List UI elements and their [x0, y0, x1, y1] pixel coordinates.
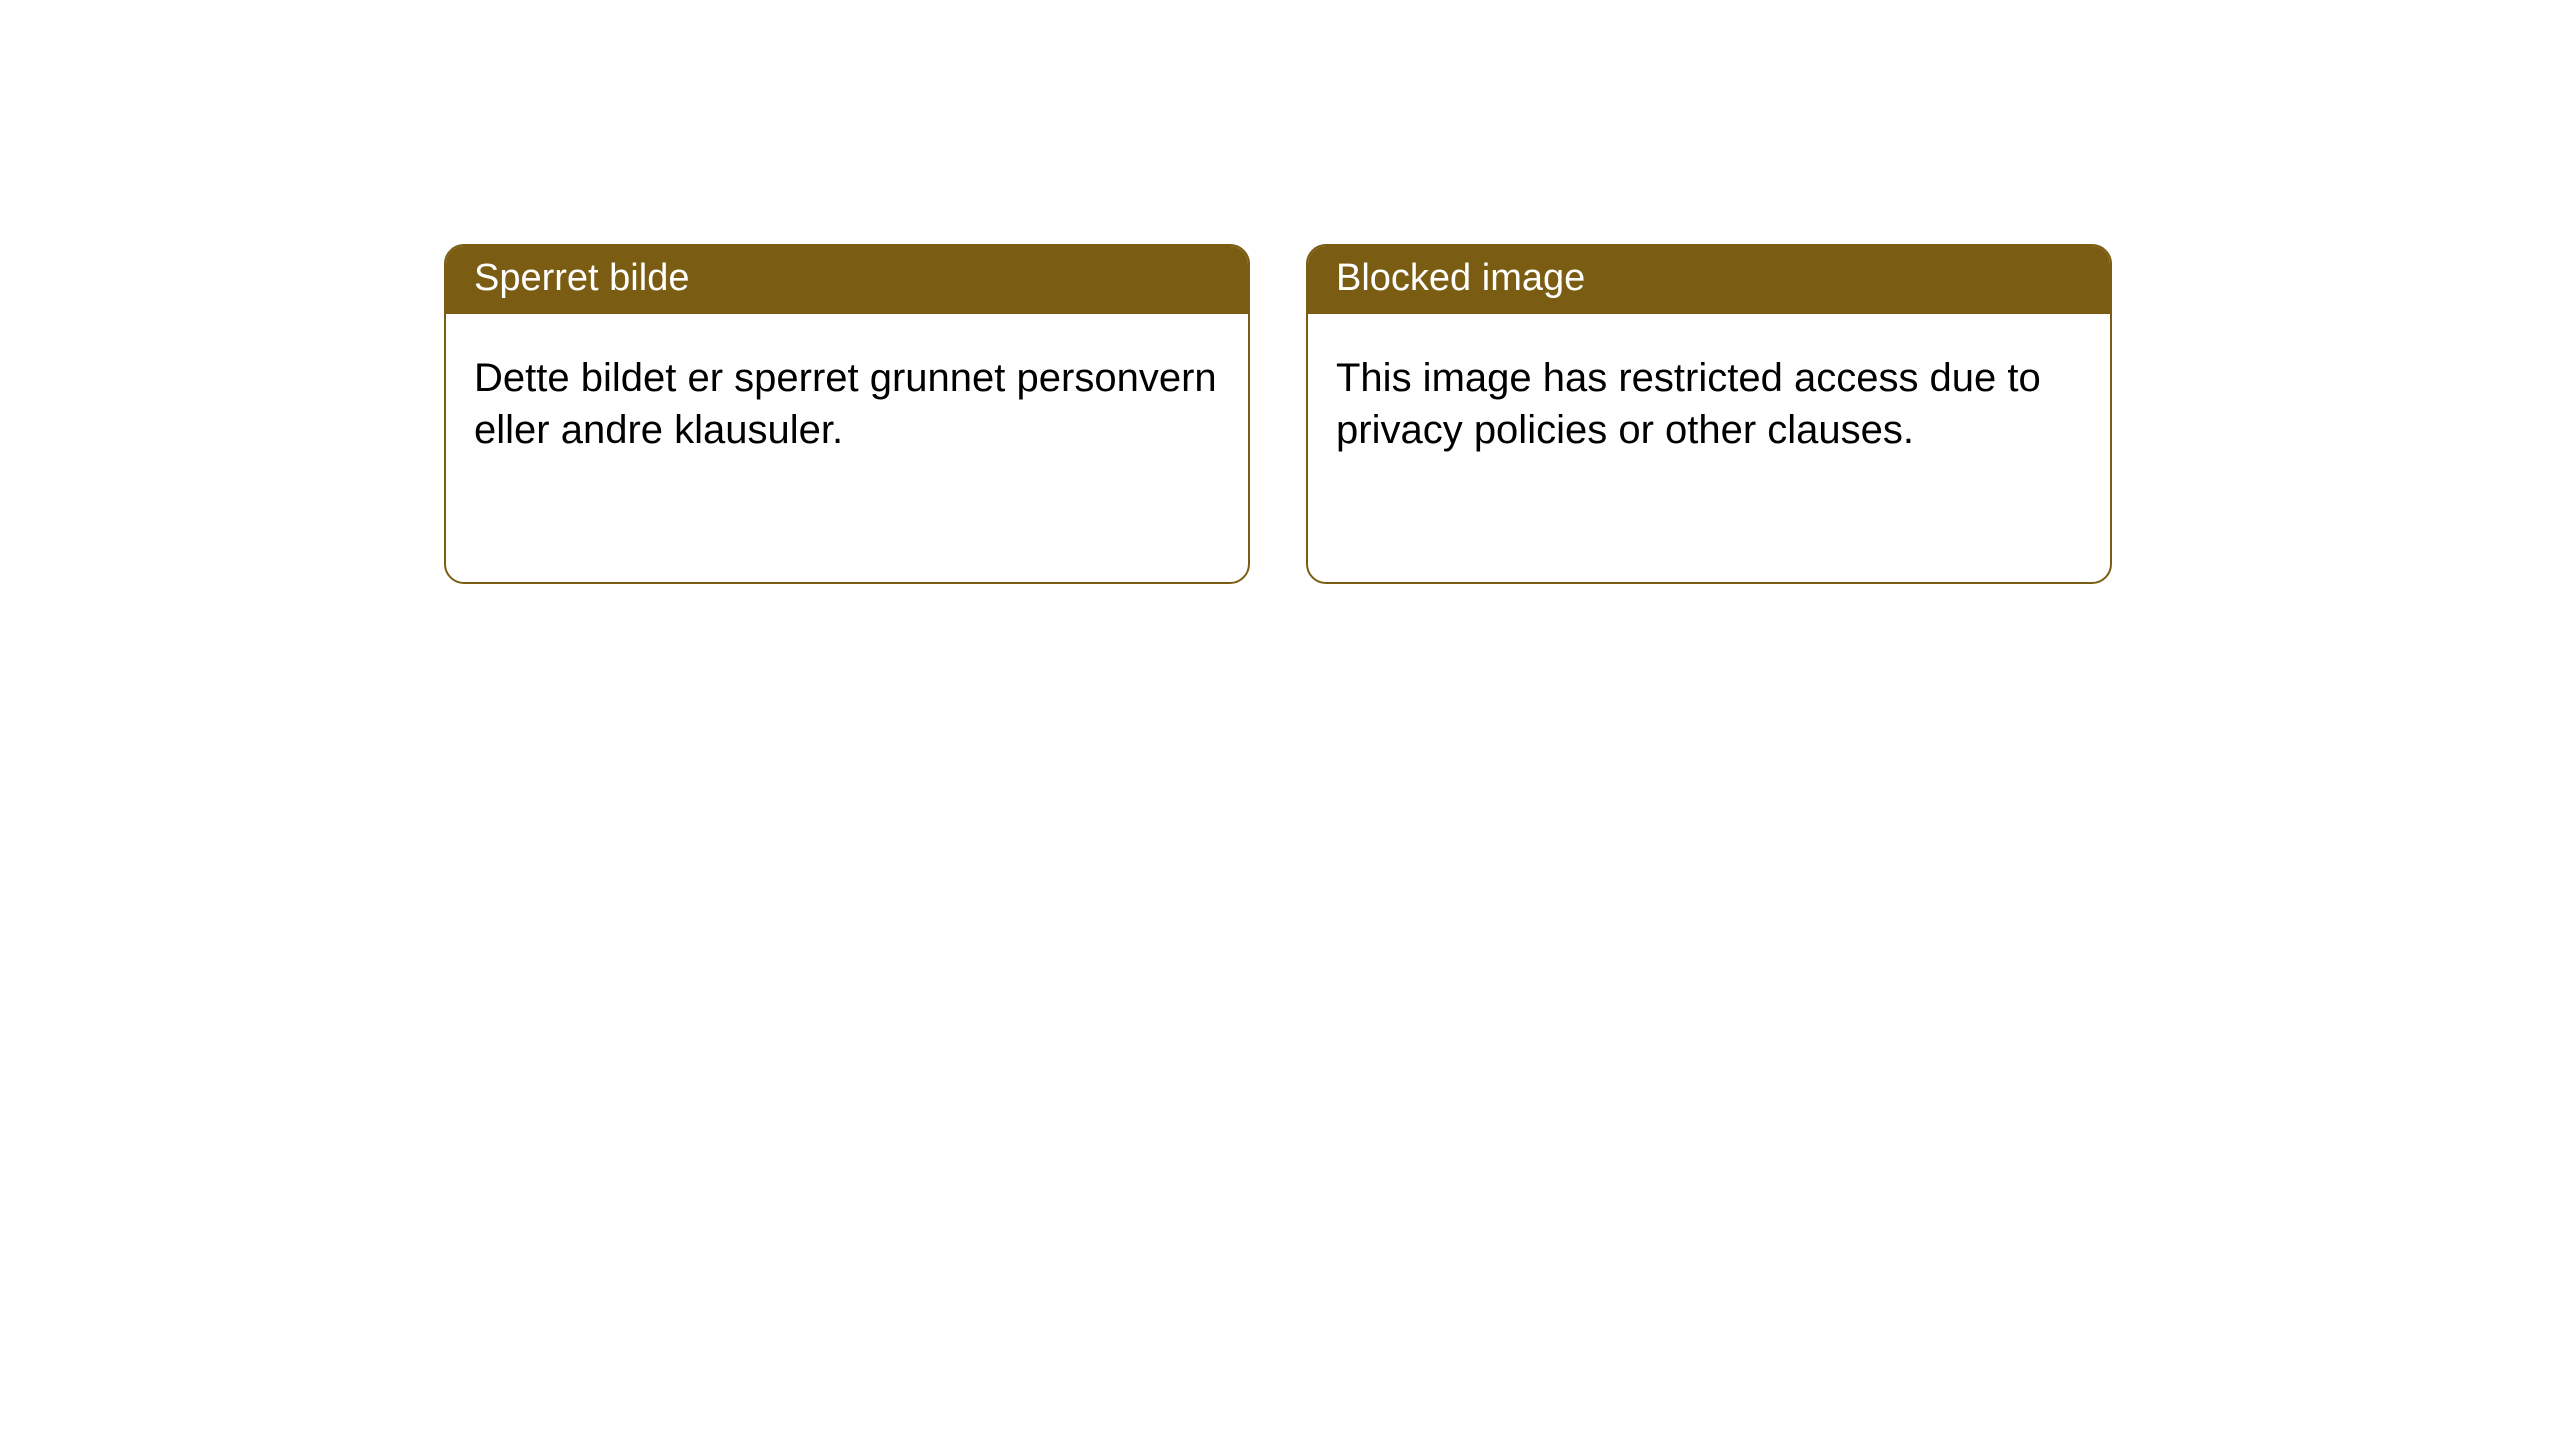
card-body-norwegian: Dette bildet er sperret grunnet personve…	[446, 314, 1248, 486]
blocked-image-card-norwegian: Sperret bilde Dette bildet er sperret gr…	[444, 244, 1250, 584]
card-body-english: This image has restricted access due to …	[1308, 314, 2110, 486]
blocked-image-card-english: Blocked image This image has restricted …	[1306, 244, 2112, 584]
card-header-norwegian: Sperret bilde	[446, 246, 1248, 314]
card-header-english: Blocked image	[1308, 246, 2110, 314]
notice-container: Sperret bilde Dette bildet er sperret gr…	[0, 0, 2560, 584]
